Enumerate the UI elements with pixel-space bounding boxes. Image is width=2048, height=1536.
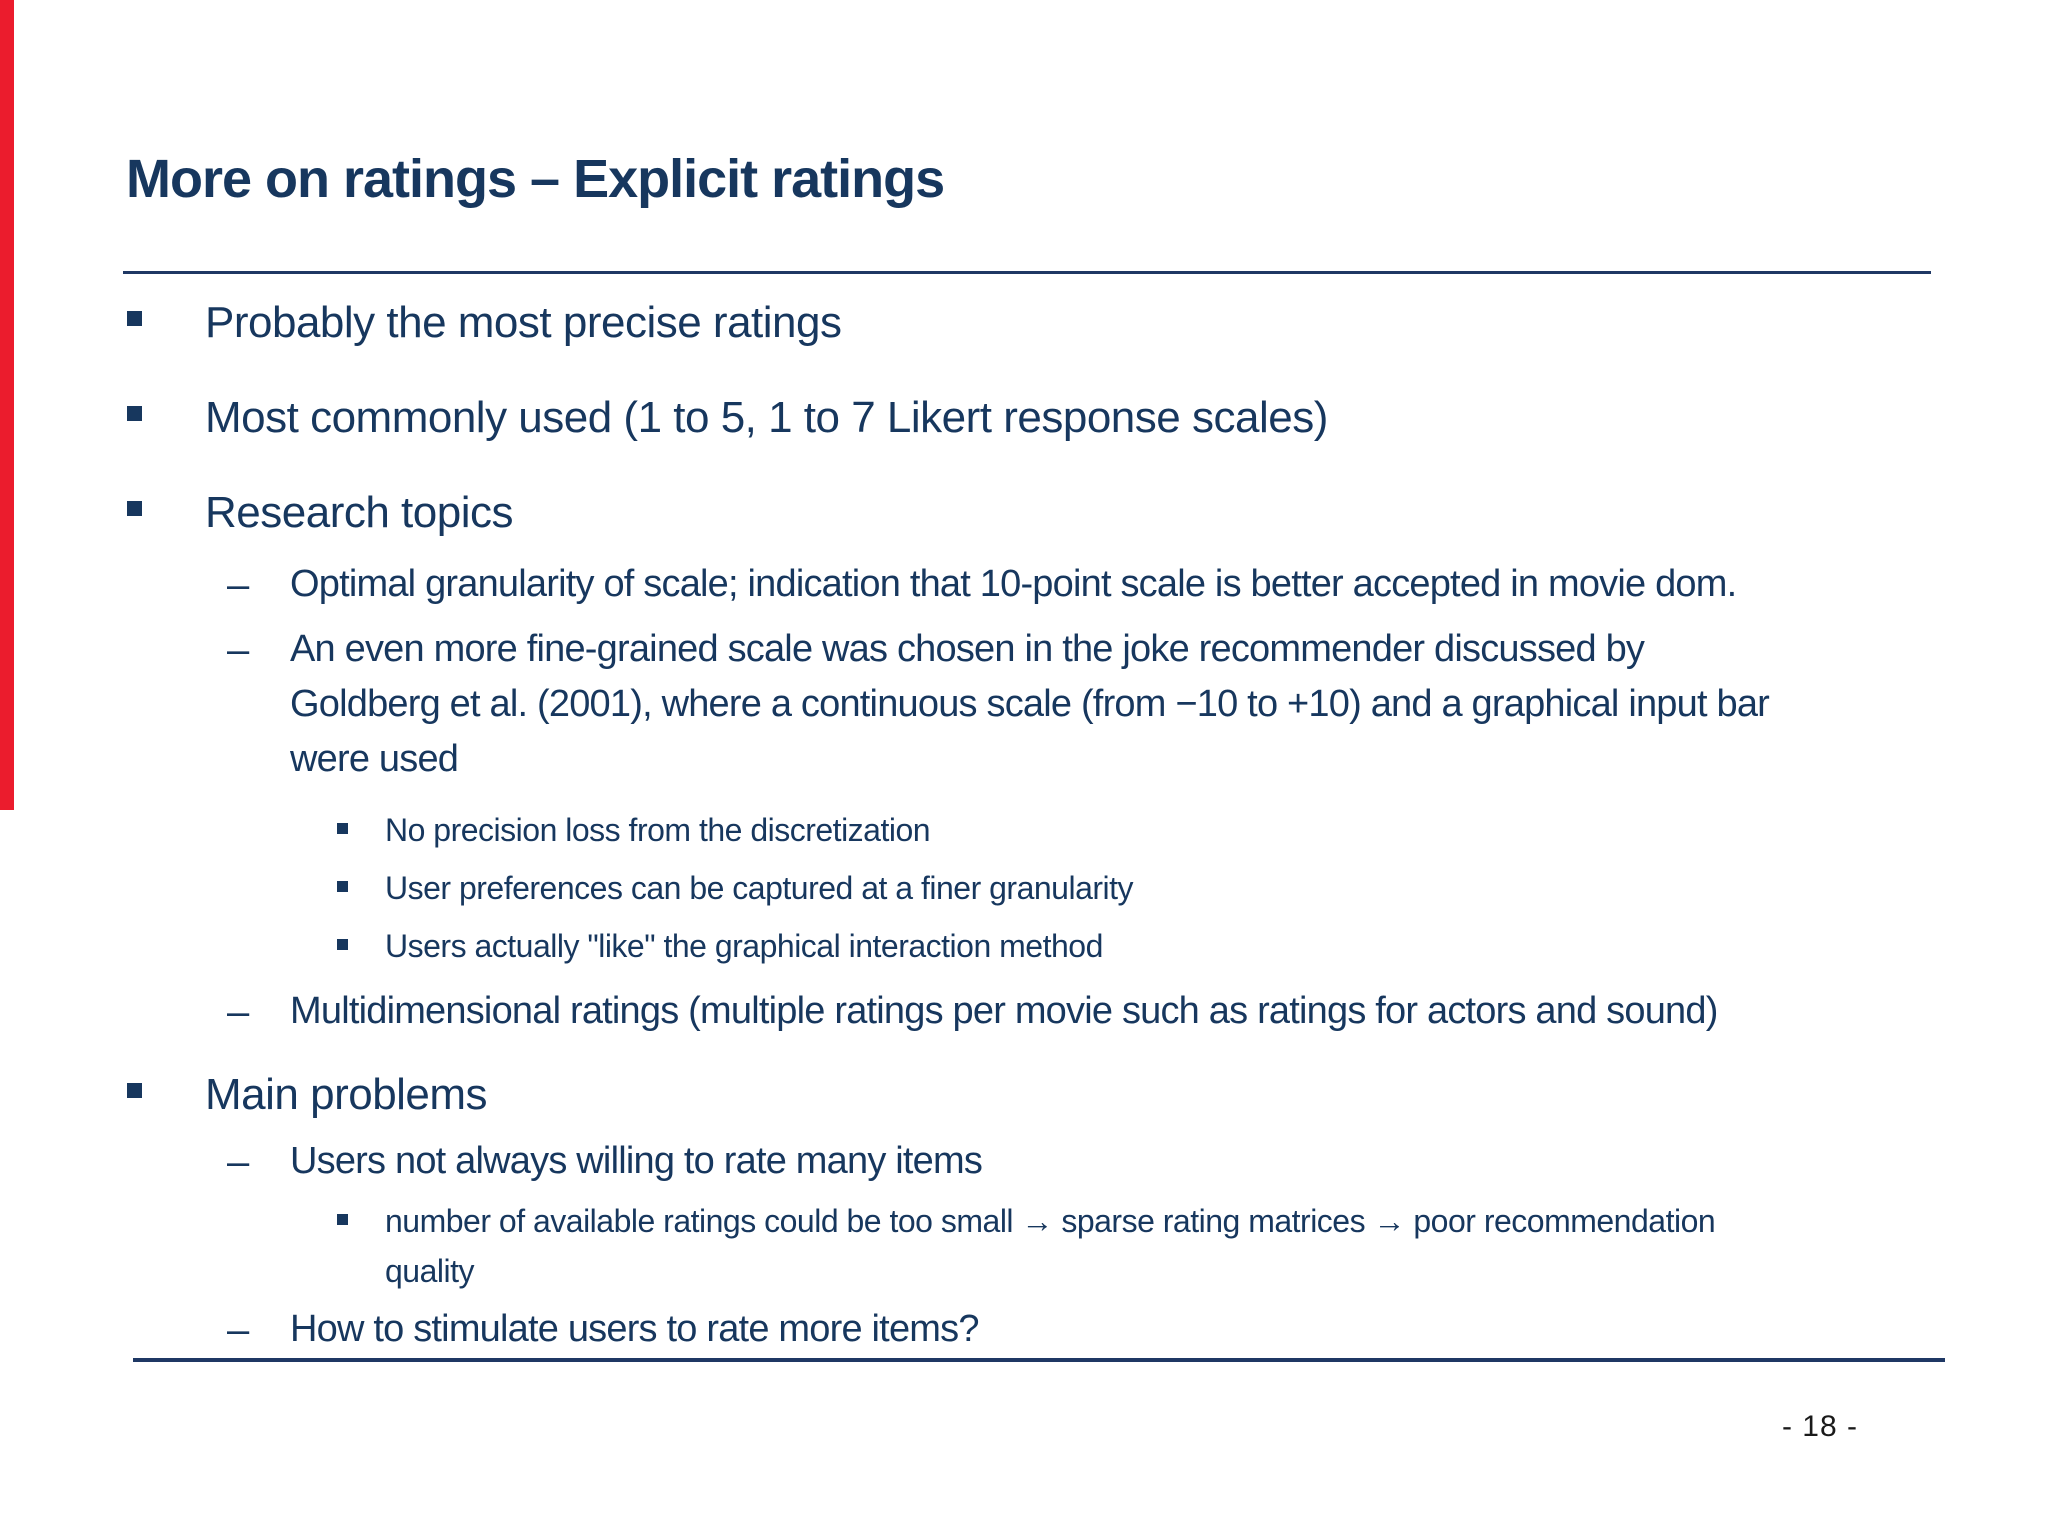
sub-bullet-continuation: Goldberg et al. (2001), where a continuo… [290,683,1770,725]
square-bullet-icon [127,501,142,516]
slide-title: More on ratings – Explicit ratings [126,149,945,209]
sub-sub-bullet-item: number of available ratings could be too… [385,1203,1716,1239]
footer-divider-line [133,1358,1945,1362]
sub-bullet-item: Users not always willing to rate many it… [290,1140,983,1182]
sub-sub-bullet-item: User preferences can be captured at a fi… [385,870,1134,906]
sub-bullet-item: Multidimensional ratings (multiple ratin… [290,990,1718,1032]
dash-bullet-icon: – [227,563,249,607]
sub-bullet-item: Optimal granularity of scale; indication… [290,563,1737,605]
dash-bullet-icon: – [227,628,249,672]
dash-bullet-icon: – [227,990,249,1034]
sub-bullet-continuation: were used [290,738,459,780]
square-bullet-icon [337,823,348,834]
sub-bullet-item: How to stimulate users to rate more item… [290,1308,979,1350]
square-bullet-icon [127,406,142,421]
square-bullet-icon [127,1083,142,1098]
page-number: - 18 - [1781,1410,1859,1443]
dash-bullet-icon: – [227,1140,249,1184]
bullet-item: Research topics [205,488,513,537]
bullet-item: Main problems [205,1070,488,1119]
bullet-item: Probably the most precise ratings [205,298,842,347]
sub-sub-bullet-item: No precision loss from the discretizatio… [385,812,931,848]
title-divider-line [123,271,1931,274]
square-bullet-icon [337,881,348,892]
sub-sub-bullet-continuation: quality [385,1253,475,1289]
sub-sub-bullet-item: Users actually "like" the graphical inte… [385,928,1103,964]
square-bullet-icon [337,939,348,950]
dash-bullet-icon: – [227,1308,249,1352]
bullet-item: Most commonly used (1 to 5, 1 to 7 Liker… [205,393,1328,442]
square-bullet-icon [337,1214,348,1225]
red-edge-strip [0,0,14,810]
sub-bullet-item: An even more fine-grained scale was chos… [290,628,1645,670]
square-bullet-icon [127,311,142,326]
